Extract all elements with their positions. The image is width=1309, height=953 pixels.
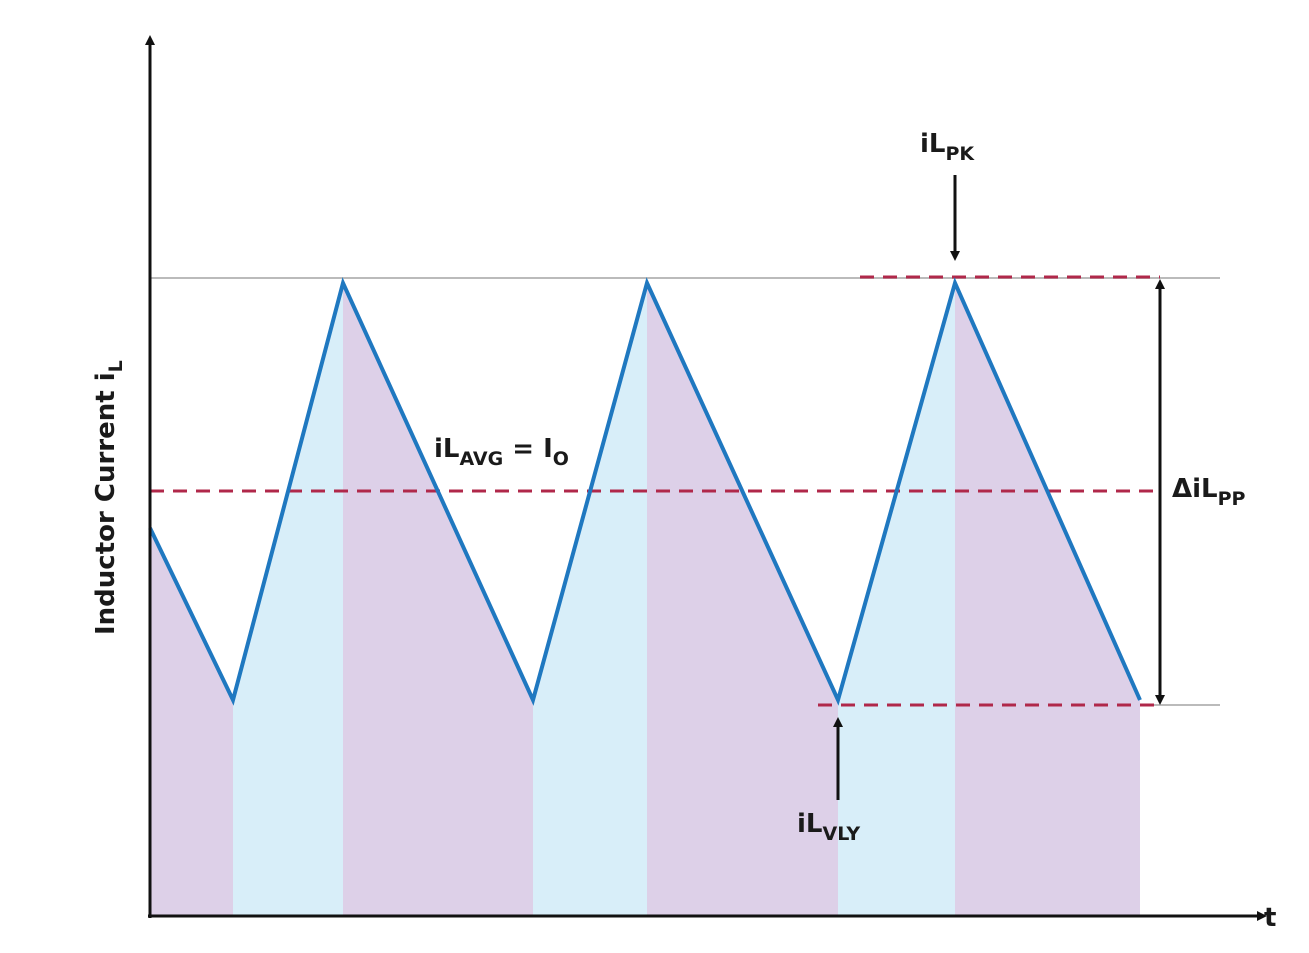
ripple-label-sub: PP xyxy=(1218,488,1246,510)
average-label-text: iL xyxy=(434,434,459,464)
axis-label-text: Inductor Current i xyxy=(91,372,121,635)
average-label-sub: AVG xyxy=(459,448,503,470)
ripple-label: ΔiLPP xyxy=(1172,474,1246,510)
average-label-equals: = I xyxy=(503,434,553,464)
dashed-levels xyxy=(150,275,1160,707)
peak-label-text: iL xyxy=(920,129,945,159)
peak-label-sub: PK xyxy=(945,143,975,165)
axes xyxy=(145,35,1267,921)
axis-label-sub: L xyxy=(105,360,127,372)
annotation-arrows xyxy=(833,175,1165,800)
average-label-sub2: O xyxy=(553,448,569,470)
time-label: t xyxy=(1264,903,1276,933)
ripple-label-text: ΔiL xyxy=(1172,474,1218,504)
shading xyxy=(150,283,1140,916)
valley-label-sub: VLY xyxy=(822,823,860,845)
valley-label-text: iL xyxy=(797,809,822,839)
valley-label: iLVLY xyxy=(797,809,860,845)
axis-label: Inductor Current iL xyxy=(91,360,127,635)
current-waveform xyxy=(148,277,1142,706)
peak-label: iLPK xyxy=(920,129,975,165)
average-label: iLAVG = IO xyxy=(434,434,569,470)
